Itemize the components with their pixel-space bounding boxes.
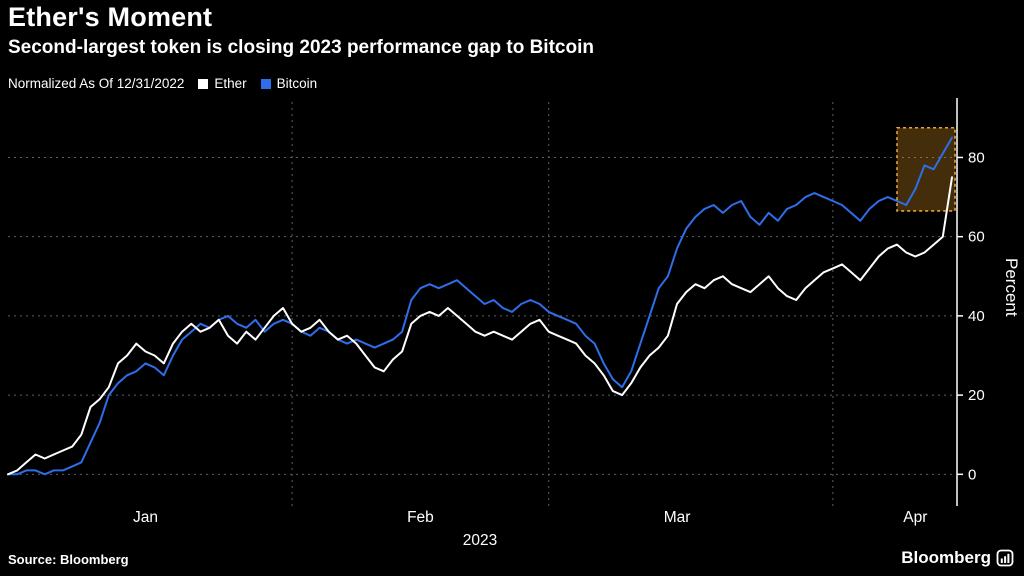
- chart-subtitle: Second-largest token is closing 2023 per…: [8, 37, 594, 58]
- legend-label-bitcoin: Bitcoin: [276, 76, 318, 91]
- chart-title: Ether's Moment: [8, 2, 213, 32]
- y-tick-label: 80: [968, 149, 985, 166]
- y-axis: 0 20 40 60 80: [956, 98, 985, 506]
- x-tick-label-apr: Apr: [903, 509, 928, 526]
- bitcoin-swatch-icon: [260, 78, 271, 89]
- x-tick-label-mar: Mar: [663, 509, 691, 526]
- highlight-region-fill: [897, 127, 955, 211]
- gridlines: [8, 102, 952, 506]
- legend-item-bitcoin: Bitcoin: [260, 76, 318, 91]
- y-axis-title: Percent: [1002, 258, 1021, 317]
- highlight-region-border: [896, 126, 956, 212]
- source-credit: Source: Bloomberg: [8, 552, 129, 567]
- x-tick-label-jan: Jan: [132, 509, 158, 526]
- legend-note: Normalized As Of 12/31/2022: [8, 76, 185, 91]
- y-tick-label: 20: [968, 387, 985, 404]
- y-tick-label: 0: [968, 466, 976, 483]
- line-chart: 0 20 40 60 80: [7, 98, 985, 506]
- ether-swatch-icon: [198, 78, 209, 89]
- x-tick-label-feb: Feb: [407, 509, 434, 526]
- x-axis-labels: Jan Feb Mar Apr: [0, 509, 1024, 529]
- y-tick-label: 40: [968, 308, 985, 325]
- bloomberg-chart-icon: [996, 549, 1014, 567]
- legend-item-ether: Ether: [198, 76, 247, 91]
- legend: Normalized As Of 12/31/2022 Ether Bitcoi…: [8, 76, 317, 91]
- series-line-bitcoin: [7, 136, 953, 476]
- y-tick-label: 60: [968, 229, 985, 246]
- legend-label-ether: Ether: [214, 76, 247, 91]
- series-line-ether: [7, 176, 953, 476]
- x-axis-year-label: 2023: [462, 532, 498, 549]
- bloomberg-logo: Bloomberg: [901, 548, 1014, 568]
- bloomberg-wordmark: Bloomberg: [901, 548, 991, 567]
